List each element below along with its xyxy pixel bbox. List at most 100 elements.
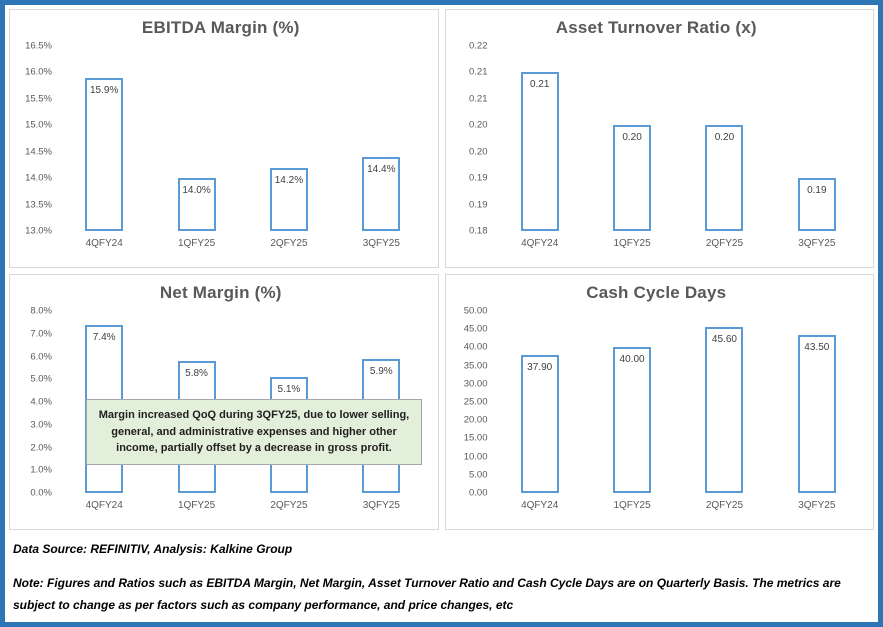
y-axis: 16.5% 16.0% 15.5% 15.0% 14.5% 14.0% 13.5% 13.0% [14,41,58,237]
bar-slot: 0.19 [771,46,863,231]
x-tick-label: 3QFY25 [362,500,400,511]
chart-title-asset-turnover: Asset Turnover Ratio (x) [555,18,757,37]
chart-body: 50.00 45.00 40.00 35.00 30.00 25.00 20.00 15.00… [450,303,864,519]
y-tick-label: 6.0% [30,351,52,362]
x-tick-label: 3QFY25 [798,500,836,511]
y-tick-label: 0.22 [469,40,488,52]
y-tick-label: 3.0% [30,419,52,431]
y-tick-label: 15.00 [463,432,488,444]
bar-slot: 15.9% [58,46,150,231]
bar-4qfy24: 37.90 [520,355,559,493]
chart-panel-cash-cycle-days: Cash Cycle Days 50.00 45.00 40.00 35.00 30.0… [444,274,874,530]
y-tick-label: 50.00 [463,305,488,317]
y-tick-label: 0.21 [469,66,488,78]
bar-value-label: 14.4% [367,164,396,175]
chart-panel-ebitda-margin: EBITDA Margin (%) 16.5% 16.0% 15.5% 15.0% 14… [9,9,439,268]
bar-value-label: 45.60 [711,334,737,346]
bar-value-label: 0.21 [529,79,550,91]
charts-grid: EBITDA Margin (%) 16.5% 16.0% 15.5% 15.0% 14… [9,9,874,530]
bar-slot: 14.4% [335,46,427,231]
bar-slot: 40.00 [586,311,678,493]
bar-value-label: 5.8% [185,368,208,380]
x-tick-label: 2QFY25 [270,500,308,511]
y-axis: 50.00 45.00 40.00 35.00 30.00 25.00 20.00 15.00… [450,306,494,499]
bar-2qfy25: 14.2% [269,167,308,231]
bar-2qfy25: 0.20 [705,125,744,231]
y-tick-label: 16.0% [25,66,52,78]
plot-area: 15.9% 14.0% 14.2% 14.4% [58,46,428,231]
bar-slot: 14.0% [150,46,242,231]
y-tick-label: 4.0% [30,396,52,408]
x-tick-label: 4QFY24 [521,238,559,249]
y-tick-label: 0.21 [469,93,488,105]
y-tick-label: 0.18 [469,225,488,237]
bar-value-label: 5.9% [369,365,393,377]
chart-body: 16.5% 16.0% 15.5% 15.0% 14.5% 14.0% 13.5% 13.0%… [14,38,428,257]
y-tick-label: 13.5% [25,199,52,211]
bar-slot: 14.2% [243,46,335,231]
bar-value-label: 40.00 [619,354,645,366]
plot-column: 0.21 0.20 0.20 0.19 4QFY24 1QFY25 2QFY25 3QFY2… [494,46,864,257]
x-tick-label: 4QFY24 [85,500,123,511]
bar-3qfy25: 0.19 [797,178,836,231]
x-axis: 4QFY24 1QFY25 2QFY25 3QFY25 [494,231,864,257]
y-tick-label: 0.19 [469,172,488,184]
chart-panel-asset-turnover: Asset Turnover Ratio (x) 0.22 0.21 0.21 0.2… [444,9,874,268]
net-margin-annotation: Margin increased QoQ during 3QFY25, due … [86,399,422,465]
y-tick-label: 7.0% [30,328,52,340]
chart-body: 0.22 0.21 0.21 0.20 0.20 0.19 0.19 0.18 0.21 0.2… [450,38,864,257]
x-tick-label: 3QFY25 [362,238,400,249]
chart-panel-net-margin: Net Margin (%) 8.0% 7.0% 6.0% 5.0% 4.0% 3.0% 2… [9,274,439,530]
x-tick-label: 1QFY25 [177,238,216,249]
chart-title-cash-cycle-days: Cash Cycle Days [586,283,727,302]
bar-value-label: 43.50 [804,341,830,353]
x-tick-label: 2QFY25 [705,500,744,511]
chart-title-net-margin: Net Margin (%) [159,283,282,302]
x-tick-label: 3QFY25 [798,238,836,249]
chart-title-ebitda-margin: EBITDA Margin (%) [141,18,300,37]
bar-1qfy25: 40.00 [613,347,652,493]
y-tick-label: 25.00 [463,396,488,408]
bar-value-label: 0.19 [807,185,827,197]
x-tick-label: 4QFY24 [521,500,559,511]
bar-4qfy24: 0.21 [520,72,559,231]
y-axis: 8.0% 7.0% 6.0% 5.0% 4.0% 3.0% 2.0% 1.0% 0.0% [14,306,58,499]
bar-2qfy25: 45.60 [705,327,744,493]
bar-slot: 0.20 [678,46,770,231]
x-tick-label: 1QFY25 [613,500,651,511]
x-axis: 4QFY24 1QFY25 2QFY25 3QFY25 [58,231,428,257]
y-tick-label: 40.00 [463,341,488,353]
y-tick-label: 13.0% [25,225,52,237]
x-tick-label: 1QFY25 [177,500,216,511]
bar-4qfy24: 15.9% [85,77,124,231]
bar-value-label: 14.0% [182,185,211,197]
bar-slot: 37.90 [494,311,586,493]
y-tick-label: 0.19 [469,199,488,211]
bar-slot: 45.60 [678,311,770,493]
y-tick-label: 45.00 [463,323,488,335]
y-tick-label: 5.0% [30,373,52,385]
bar-3qfy25: 43.50 [797,334,836,493]
bar-value-label: 0.20 [714,132,735,144]
bar-1qfy25: 14.0% [177,178,216,231]
x-tick-label: 2QFY25 [270,238,308,249]
x-axis: 4QFY24 1QFY25 2QFY25 3QFY25 [494,493,864,519]
y-tick-label: 2.0% [30,442,52,453]
y-axis: 0.22 0.21 0.21 0.20 0.20 0.19 0.19 0.18 [450,41,494,237]
x-axis: 4QFY24 1QFY25 2QFY25 3QFY25 [58,493,428,519]
x-tick-label: 1QFY25 [613,238,651,249]
data-source-line: Data Source: REFINITIV, Analysis: Kalkin… [13,542,293,556]
y-tick-label: 5.00 [469,469,488,481]
bar-value-label: 14.2% [274,174,304,186]
bar-slot: 0.21 [494,46,586,231]
bar-3qfy25: 14.4% [362,157,401,231]
bar-value-label: 37.90 [527,362,553,374]
bar-value-label: 0.20 [622,132,642,144]
y-tick-label: 0.0% [30,487,52,499]
bar-1qfy25: 0.20 [613,125,652,231]
footnote-line: Note: Figures and Ratios such as EBITDA … [13,576,841,612]
y-tick-label: 15.5% [25,93,52,105]
x-tick-label: 4QFY24 [85,238,123,249]
y-tick-label: 8.0% [30,305,52,317]
